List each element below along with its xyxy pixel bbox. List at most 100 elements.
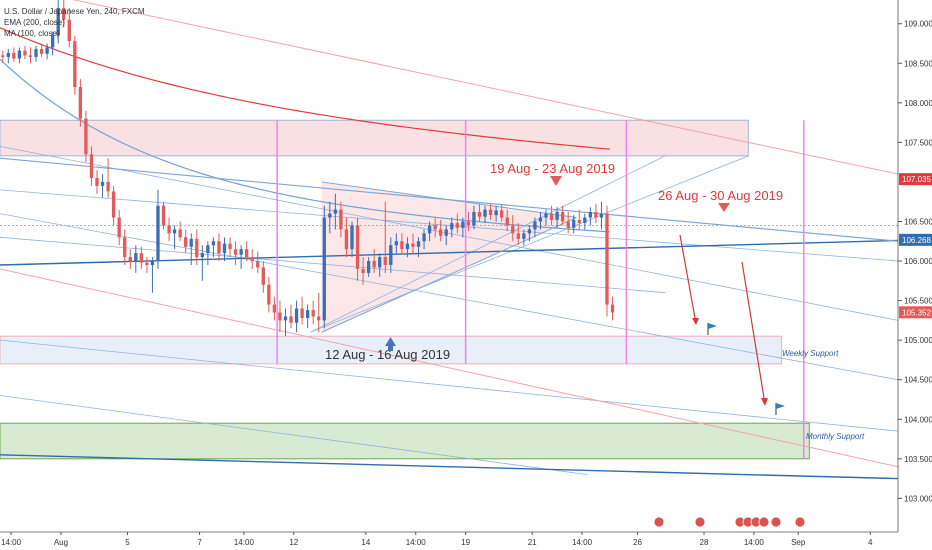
triangle-pattern bbox=[321, 181, 577, 333]
candle-body bbox=[588, 212, 593, 218]
upper-trend-line bbox=[72, 0, 899, 175]
candle-body bbox=[522, 233, 526, 239]
y-tick-label: 104.500 bbox=[904, 376, 932, 385]
candle-body bbox=[167, 225, 171, 234]
x-tick-label: 5 bbox=[125, 538, 130, 547]
legend-ma: MA (100, close) bbox=[4, 29, 60, 38]
candle-body bbox=[45, 47, 49, 54]
projection-arrow bbox=[679, 234, 696, 319]
candle-body bbox=[516, 233, 520, 239]
support-trend-line bbox=[0, 239, 899, 266]
y-tick-label: 109.000 bbox=[904, 20, 932, 29]
candle-body bbox=[333, 209, 338, 214]
candle-body bbox=[261, 267, 265, 285]
time-axis-bg bbox=[0, 532, 932, 550]
last-price-badge: 105.352 bbox=[902, 308, 931, 317]
candle-body bbox=[461, 221, 465, 228]
candle-body bbox=[366, 261, 371, 273]
candle-body bbox=[289, 316, 293, 323]
candle-body bbox=[372, 261, 376, 268]
x-tick-label: 14 bbox=[361, 538, 370, 547]
y-tick-label: 103.500 bbox=[904, 455, 932, 464]
candle-body bbox=[566, 221, 570, 228]
candle-body bbox=[267, 284, 271, 305]
candle-body bbox=[455, 223, 459, 228]
period-label-12-16-aug: 12 Aug - 16 Aug 2019 bbox=[325, 347, 450, 362]
y-tick-label: 105.500 bbox=[904, 297, 932, 306]
x-tick-label: 14:00 bbox=[572, 538, 593, 547]
candle-body bbox=[272, 304, 277, 313]
candle-body bbox=[400, 241, 404, 250]
candle-body bbox=[549, 213, 554, 220]
candle-body bbox=[572, 219, 576, 228]
x-tick-label: 12 bbox=[289, 538, 298, 547]
ema-price-badge-bg bbox=[899, 173, 932, 186]
candle-body bbox=[62, 7, 66, 20]
candle-body bbox=[134, 253, 138, 262]
candle-body bbox=[450, 223, 454, 230]
candle-body bbox=[427, 225, 432, 234]
x-tick-label: 14:00 bbox=[406, 538, 427, 547]
candle-body bbox=[172, 229, 177, 234]
monthly-support-label: Monthly Support bbox=[806, 432, 865, 441]
x-tick-label: 26 bbox=[633, 538, 642, 547]
candle-body bbox=[28, 55, 33, 57]
down-arrow-icon bbox=[550, 176, 562, 186]
candle-body bbox=[583, 217, 587, 224]
candle-body bbox=[56, 7, 60, 36]
candle-body bbox=[84, 118, 88, 155]
candle-body bbox=[499, 210, 504, 218]
candle-body bbox=[294, 308, 299, 323]
projection-arrow-head bbox=[692, 318, 699, 325]
candle-body bbox=[466, 221, 471, 226]
x-tick-label: 21 bbox=[528, 538, 537, 547]
candle-body bbox=[161, 205, 166, 226]
last-price-badge-bg bbox=[899, 306, 932, 319]
candle-body bbox=[178, 229, 182, 238]
legend-ema: EMA (200, close) bbox=[4, 18, 65, 27]
candle-body bbox=[605, 213, 609, 305]
candle-body bbox=[322, 217, 326, 321]
candle-body bbox=[200, 253, 204, 258]
ema-line bbox=[0, 27, 610, 150]
candle-body bbox=[511, 225, 515, 234]
y-tick-label: 103.000 bbox=[904, 494, 932, 503]
y-tick-label: 106.500 bbox=[904, 217, 932, 226]
resistance-zone bbox=[0, 119, 749, 157]
candle-body bbox=[317, 316, 321, 321]
candle-body bbox=[50, 35, 55, 48]
candle-body bbox=[250, 257, 254, 262]
channel-line bbox=[0, 236, 666, 294]
candle-body bbox=[483, 209, 487, 217]
candle-body bbox=[538, 217, 543, 222]
channel-line bbox=[0, 395, 588, 476]
chart-legend: U.S. Dollar / Japanese Yen, 240, FXCM EM… bbox=[4, 6, 145, 39]
candle-body bbox=[361, 268, 365, 273]
channel-line bbox=[0, 339, 899, 432]
candle-body bbox=[444, 229, 448, 236]
flag-icon bbox=[776, 403, 785, 409]
candle-body bbox=[195, 238, 199, 258]
triangle-bottom bbox=[321, 217, 577, 333]
candle-body bbox=[328, 213, 332, 218]
event-icon bbox=[770, 516, 782, 528]
event-icon bbox=[694, 516, 706, 528]
candle-body bbox=[505, 217, 509, 226]
candle-body bbox=[145, 262, 149, 265]
candle-body bbox=[433, 225, 437, 230]
candle-body bbox=[6, 53, 10, 57]
monthly-support-zone bbox=[0, 422, 810, 460]
candle-body bbox=[100, 181, 105, 186]
candle-body bbox=[599, 213, 604, 218]
candle-body bbox=[405, 243, 410, 250]
y-tick-label: 105.000 bbox=[904, 336, 932, 345]
period-label-19-23-aug: 19 Aug - 23 Aug 2019 bbox=[490, 161, 615, 176]
candle-body bbox=[389, 245, 393, 265]
candle-body bbox=[34, 49, 38, 57]
x-tick-label: Sep bbox=[791, 538, 806, 547]
candle-body bbox=[378, 257, 382, 268]
candle-body bbox=[394, 241, 399, 246]
candle-body bbox=[73, 41, 77, 88]
flag-icon bbox=[708, 323, 717, 329]
